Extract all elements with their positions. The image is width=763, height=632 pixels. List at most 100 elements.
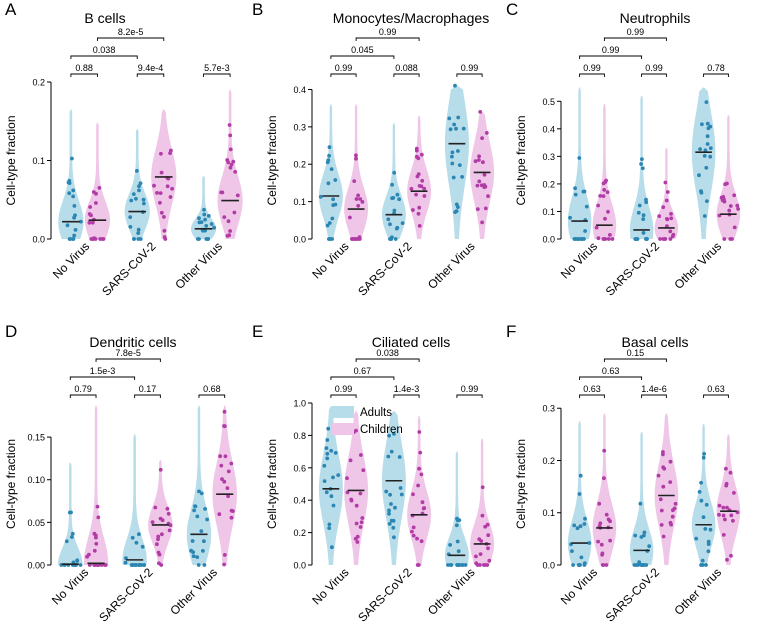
data-point-adults [636,210,641,215]
p-value-label: 0.038 [376,348,399,358]
data-point-adults [460,175,464,179]
data-point-children [661,450,665,454]
data-point-adults [647,544,652,549]
data-point-adults [454,209,459,214]
p-value-label: 0.63 [583,384,601,394]
data-point-children [95,504,100,509]
data-point-adults [330,545,334,550]
data-point-children [731,518,735,523]
data-point-adults [702,214,707,218]
data-point-adults [136,231,141,236]
significance-bracket [70,55,138,59]
data-point-children [356,203,361,208]
data-point-adults [644,197,648,202]
data-point-children [162,215,166,219]
data-point-children [414,148,419,153]
y-axis-label: Cell-type fraction [514,439,528,529]
data-point-adults [67,191,72,196]
data-point-adults [387,508,391,513]
data-point-children [92,236,97,241]
data-point-adults [191,550,196,554]
data-point-adults [388,492,392,497]
data-point-children [668,459,673,464]
data-point-adults [638,501,643,506]
y-tick-label: 0.1 [293,197,306,207]
data-point-children [222,424,227,429]
data-point-adults [705,142,710,146]
data-point-adults [448,543,452,547]
data-point-adults [130,535,135,540]
data-point-children [418,450,423,455]
data-point-adults [697,173,701,178]
violin-adults [381,123,406,239]
data-point-children [721,533,726,537]
data-point-adults [384,489,389,494]
data-point-adults [395,192,400,197]
x-tick-label: SARS-CoV-2 [603,565,663,625]
data-point-adults [644,237,648,241]
data-point-children [219,463,224,468]
data-point-children [598,521,603,526]
y-tick-label: 0.15 [27,433,45,443]
data-point-children [417,430,422,434]
violin-adults [186,405,212,565]
data-point-adults [67,181,72,186]
data-point-adults [637,203,642,208]
data-point-adults [326,158,331,163]
data-point-adults [135,169,139,173]
data-point-adults [708,124,713,129]
data-point-children [478,110,483,114]
data-point-children [661,484,666,489]
data-point-adults [704,563,708,567]
data-point-adults [322,463,327,468]
data-point-children [357,237,362,241]
significance-bracket [330,73,357,77]
y-tick-label: 0.2 [542,456,555,466]
data-point-children [606,209,610,214]
x-tick-label: SARS-CoV-2 [96,565,156,625]
data-point-children [725,557,729,562]
data-point-children [599,542,604,547]
data-point-adults [330,216,335,221]
data-point-children [721,505,726,510]
data-point-children [604,563,609,567]
y-tick-label: 0.2 [32,78,45,88]
violin-adults [124,129,150,239]
y-tick-label: 0.3 [293,122,306,132]
p-value-label: 0.99 [379,27,397,37]
data-point-adults [71,188,76,193]
data-point-children [594,225,599,230]
data-point-children [354,428,358,433]
data-point-adults [137,188,141,193]
data-point-adults [400,221,405,226]
data-point-adults [326,426,331,431]
data-point-adults [587,541,592,545]
x-tick-label: No Virus [309,239,351,281]
data-point-adults [633,237,638,241]
data-point-children [168,523,173,528]
data-point-children [417,205,422,210]
data-point-children [97,186,102,190]
data-point-children [218,454,223,459]
data-point-children [159,151,163,156]
data-point-children [603,216,607,221]
violin-children [344,104,369,240]
data-point-adults [325,438,330,442]
data-point-adults [389,502,393,506]
significance-bracket [703,73,729,77]
p-value-label: 0.99 [645,63,663,73]
data-point-children [598,194,603,198]
data-point-adults [701,455,706,460]
data-point-children [420,178,425,183]
data-point-children [606,237,611,241]
data-point-children [477,179,482,184]
data-point-children [668,229,673,234]
y-tick-label: 0.4 [293,85,306,95]
y-axis-label: Cell-type fraction [265,439,279,529]
significance-bracket [393,73,420,77]
violin-children [470,438,495,565]
p-value-label: 0.99 [335,63,353,73]
data-point-adults [191,554,196,559]
y-tick-label: 0.10 [27,475,45,485]
data-point-adults [73,228,78,232]
